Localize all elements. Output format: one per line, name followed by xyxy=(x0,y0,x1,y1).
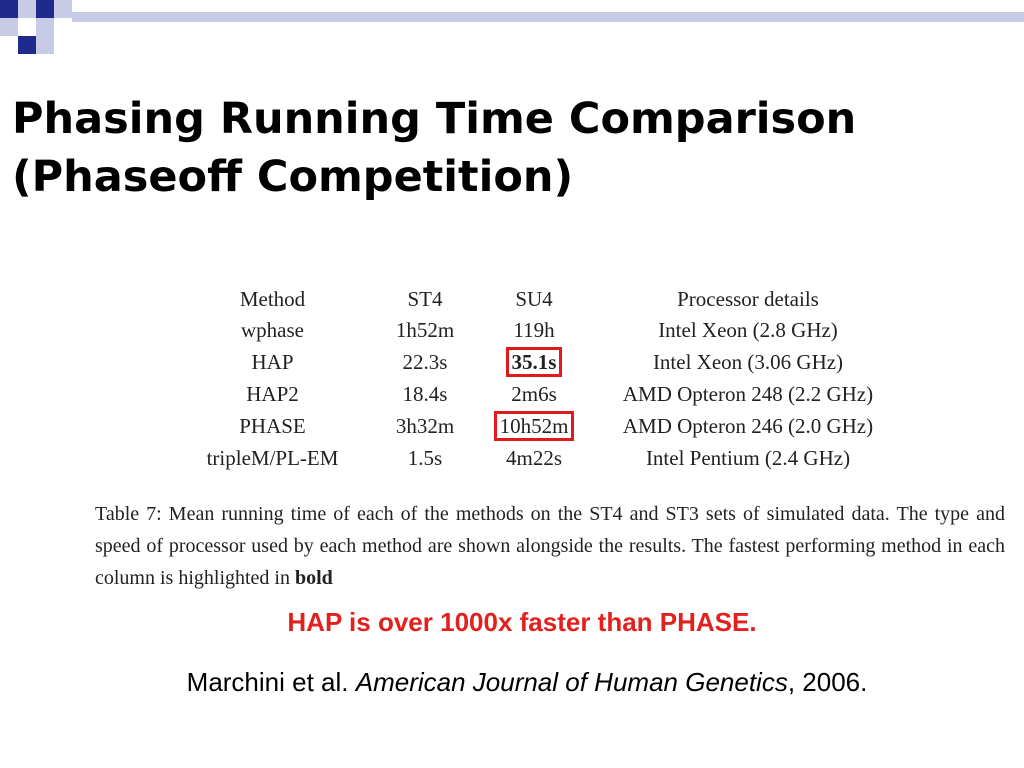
header-processor: Processor details xyxy=(677,286,819,311)
title-line-1: Phasing Running Time Comparison xyxy=(12,94,857,144)
table-header-row: Method ST4 SU4 Processor details xyxy=(180,284,913,314)
slide-decoration xyxy=(0,0,1024,56)
table-row: HAP2 18.4s 2m6s AMD Opteron 248 (2.2 GHz… xyxy=(180,378,913,410)
cell-processor: AMD Opteron 246 (2.0 GHz) xyxy=(622,413,874,438)
highlight-box-hap-su4: 35.1s xyxy=(505,347,563,377)
cell-su4: 35.1s xyxy=(485,346,583,378)
decor-square-light xyxy=(18,0,36,18)
cell-method: PHASE xyxy=(239,413,306,438)
decor-square-dark xyxy=(18,36,36,54)
decor-square-light xyxy=(36,36,54,54)
highlight-box-phase-su4: 10h52m xyxy=(493,411,575,441)
results-table: Method ST4 SU4 Processor details wphase … xyxy=(180,284,913,474)
table-row: wphase 1h52m 119h Intel Xeon (2.8 GHz) xyxy=(180,314,913,346)
header-method: Method xyxy=(239,286,306,311)
cell-su4: 119h xyxy=(513,317,555,342)
cell-st4: 1.5s xyxy=(407,445,443,470)
cell-method: HAP xyxy=(251,349,294,374)
header-st4: ST4 xyxy=(407,286,443,311)
cell-method: tripleM/PL-EM xyxy=(206,445,339,470)
slide-title: Phasing Running Time Comparison (Phaseof… xyxy=(12,90,1012,206)
cell-su4: 10h52m xyxy=(485,410,583,442)
cell-st4: 18.4s xyxy=(402,381,448,406)
header-su4: SU4 xyxy=(515,286,553,311)
decor-square-light xyxy=(0,18,18,36)
cell-st4: 22.3s xyxy=(402,349,448,374)
decor-bar-light xyxy=(72,12,1024,22)
cell-su4: 2m6s xyxy=(511,381,557,406)
cell-st4: 3h32m xyxy=(395,413,455,438)
citation-year: , 2006. xyxy=(787,667,868,697)
citation-authors: Marchini et al. xyxy=(186,667,356,697)
table-row: HAP 22.3s 35.1s Intel Xeon (3.06 GHz) xyxy=(180,346,913,378)
citation-journal: American Journal of Human Genetics xyxy=(355,667,788,697)
cell-processor: Intel Pentium (2.4 GHz) xyxy=(645,445,851,470)
cell-su4: 4m22s xyxy=(505,445,562,470)
caption-bold-word: bold xyxy=(295,567,333,589)
table-caption: Table 7: Mean running time of each of th… xyxy=(95,498,1005,594)
cell-processor: AMD Opteron 248 (2.2 GHz) xyxy=(622,381,874,406)
decor-square-light xyxy=(36,18,54,36)
cell-method: wphase xyxy=(241,317,304,342)
table-row: PHASE 3h32m 10h52m AMD Opteron 246 (2.0 … xyxy=(180,410,913,442)
cell-method: HAP2 xyxy=(246,381,299,406)
decor-square-dark xyxy=(0,0,18,18)
decor-square-dark xyxy=(36,0,54,18)
citation: Marchini et al. American Journal of Huma… xyxy=(0,667,1024,698)
cell-processor: Intel Xeon (3.06 GHz) xyxy=(652,349,844,374)
highlight-note: HAP is over 1000x faster than PHASE. xyxy=(287,607,757,637)
cell-st4: 1h52m xyxy=(395,317,455,342)
table-row: tripleM/PL-EM 1.5s 4m22s Intel Pentium (… xyxy=(180,442,913,474)
decor-square-light xyxy=(54,0,72,18)
caption-text: Table 7: Mean running time of each of th… xyxy=(95,503,1005,589)
title-line-2: (Phaseoff Competition) xyxy=(12,152,574,202)
cell-processor: Intel Xeon (2.8 GHz) xyxy=(658,317,838,342)
